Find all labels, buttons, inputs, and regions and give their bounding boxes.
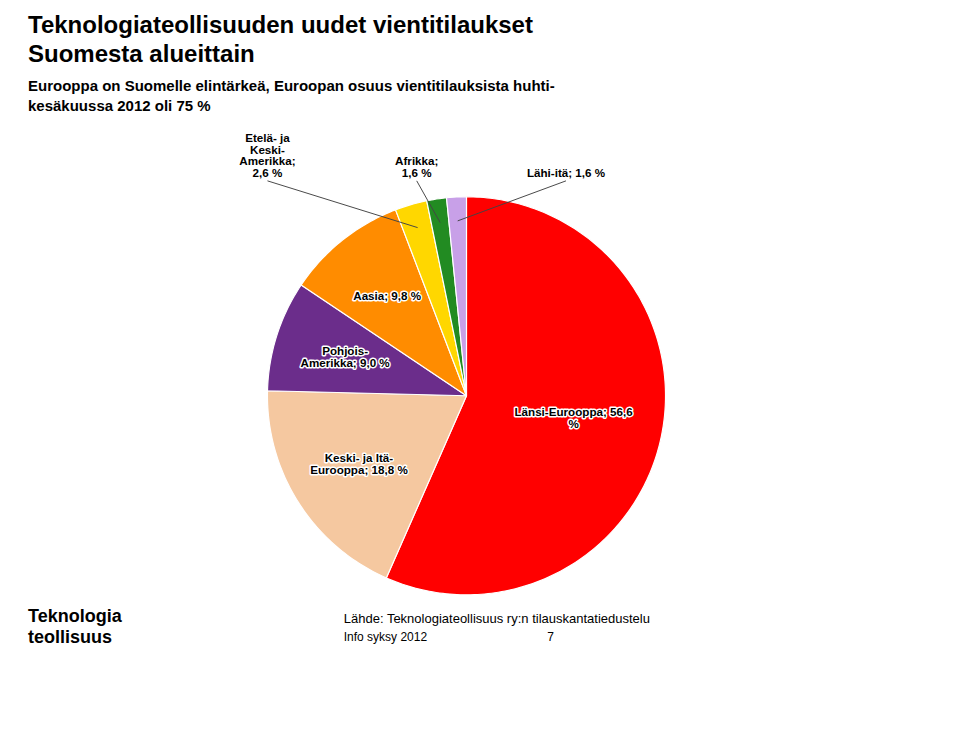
svg-text:Länsi-Eurooppa; 56,6%: Länsi-Eurooppa; 56,6%	[514, 405, 633, 430]
html-text:Eurooppa on Suomelle elintärke: Eurooppa on Suomelle elintärkeä, Euroopa…	[28, 77, 555, 114]
svg-text:Afrikka;1,6 %: Afrikka;1,6 %	[395, 154, 438, 179]
svg-text:Etelä- jaKeski-Amerikka;2,6 %: Etelä- jaKeski-Amerikka;2,6 %	[239, 131, 295, 179]
svg-text:Aasia; 9,8 %: Aasia; 9,8 %	[353, 289, 422, 302]
html-text:Info syksy 2012: Info syksy 2012	[343, 630, 428, 645]
svg-text:Lähi-itä; 1,6 %: Lähi-itä; 1,6 %	[527, 166, 606, 179]
svg-text:Keski- ja Itä-Eurooppa; 18,8 %: Keski- ja Itä-Eurooppa; 18,8 %	[310, 451, 408, 476]
svg-text:Pohjois-Amerikka; 9,0 %: Pohjois-Amerikka; 9,0 %	[301, 344, 391, 369]
html-text:Lähde: Teknologiateollisuus ry: Lähde: Teknologiateollisuus ry:n tilausk…	[343, 611, 650, 627]
html-text:7: 7	[547, 630, 554, 645]
html-text:teollisuus: teollisuus	[28, 627, 112, 648]
html-text:Teknologia: Teknologia	[28, 606, 122, 627]
html-text:Teknologiateollisuuden uudet v: Teknologiateollisuuden uudet vientitilau…	[28, 11, 533, 67]
